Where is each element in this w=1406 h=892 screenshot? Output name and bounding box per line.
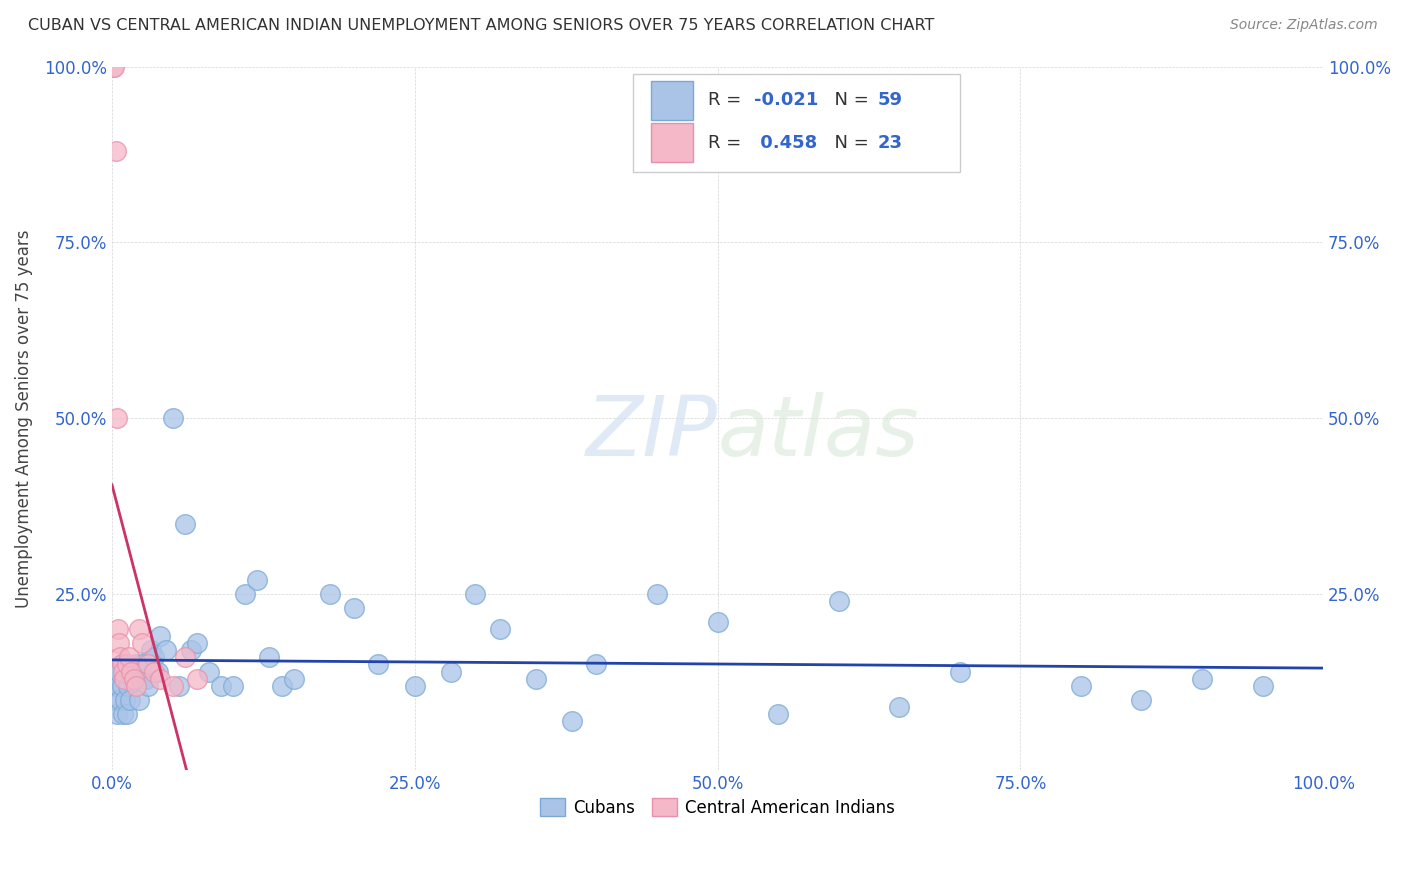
Point [107,623,129,637]
Point [186,636,208,650]
Point [125,657,148,672]
Point [319,587,342,601]
Point [117,679,139,693]
Point [1070,679,1092,693]
Point [112,657,135,672]
Point [149,629,172,643]
Point [128,692,150,706]
Point [128,623,150,637]
Point [139,643,162,657]
Point [343,601,366,615]
Point [108,636,131,650]
Point [136,679,159,693]
Point [585,657,607,672]
Point [103,679,125,693]
Point [146,665,169,679]
Point [131,636,153,650]
Point [222,679,245,693]
Point [488,623,510,637]
Point [186,672,208,686]
Point [1191,672,1213,686]
Point [115,706,138,721]
Point [115,657,138,672]
Point [440,665,463,679]
Point [103,665,125,679]
Point [827,594,849,608]
Point [110,692,132,706]
FancyBboxPatch shape [633,74,960,172]
Point [367,657,389,672]
Point [111,665,134,679]
Text: Source: ZipAtlas.com: Source: ZipAtlas.com [1230,18,1378,32]
Point [120,692,142,706]
Point [122,672,145,686]
Point [104,692,127,706]
FancyBboxPatch shape [651,81,693,120]
Text: N =: N = [823,91,875,110]
Point [173,516,195,531]
Point [111,657,134,672]
Point [561,714,583,728]
Text: atlas: atlas [717,392,920,473]
Text: 0.458: 0.458 [754,134,817,152]
Y-axis label: Unemployment Among Seniors over 75 years: Unemployment Among Seniors over 75 years [15,229,32,607]
Point [162,411,184,425]
Point [136,657,159,672]
Point [143,650,166,665]
Point [246,573,269,587]
Point [173,650,195,665]
Point [122,672,145,686]
Point [162,679,184,693]
Point [706,615,728,630]
Point [283,672,305,686]
Point [949,665,972,679]
Legend: Cubans, Central American Indians: Cubans, Central American Indians [531,790,904,825]
Point [111,706,134,721]
Point [889,699,911,714]
Point [103,60,125,74]
FancyBboxPatch shape [651,123,693,162]
Point [104,144,127,158]
Point [131,657,153,672]
Point [155,643,177,657]
Point [233,587,256,601]
Point [1251,679,1274,693]
Point [180,643,202,657]
Point [524,672,547,686]
Text: CUBAN VS CENTRAL AMERICAN INDIAN UNEMPLOYMENT AMONG SENIORS OVER 75 YEARS CORREL: CUBAN VS CENTRAL AMERICAN INDIAN UNEMPLO… [28,18,935,33]
Point [167,679,190,693]
Point [105,411,128,425]
Point [149,672,172,686]
Point [114,692,136,706]
Point [766,706,789,721]
Point [111,679,134,693]
Point [143,665,166,679]
Point [107,679,129,693]
Point [1130,692,1153,706]
Point [259,650,281,665]
Text: -0.021: -0.021 [754,91,818,110]
Point [103,60,125,74]
Point [209,679,232,693]
Point [270,679,292,693]
Point [112,672,135,686]
Point [198,665,221,679]
Point [105,706,128,721]
Point [108,665,131,679]
Text: ZIP: ZIP [585,392,717,473]
Point [464,587,486,601]
Point [120,665,142,679]
Point [404,679,426,693]
Text: 23: 23 [877,134,903,152]
Text: N =: N = [823,134,875,152]
Text: R =: R = [707,91,747,110]
Point [125,679,148,693]
Point [110,650,132,665]
Point [120,665,142,679]
Text: 59: 59 [877,91,903,110]
Text: R =: R = [707,134,747,152]
Point [118,650,141,665]
Point [135,672,157,686]
Point [645,587,668,601]
